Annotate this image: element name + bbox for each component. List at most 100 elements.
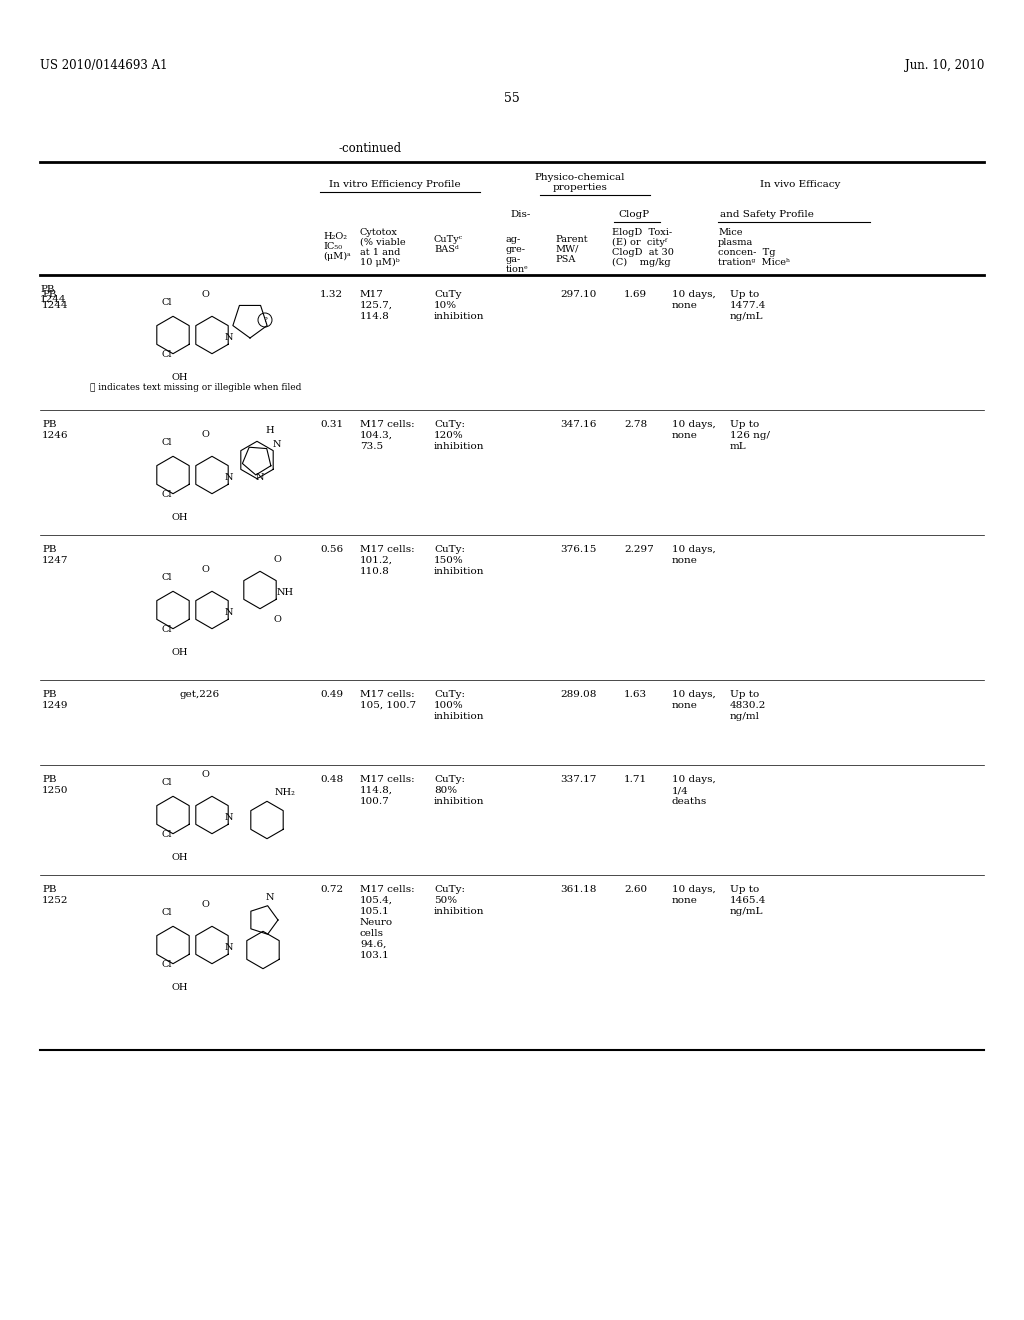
Text: N: N: [272, 440, 282, 449]
Text: PB: PB: [42, 884, 56, 894]
Text: and Safety Profile: and Safety Profile: [720, 210, 814, 219]
Text: M17 cells:: M17 cells:: [360, 420, 415, 429]
Text: OH: OH: [172, 374, 188, 381]
Text: PB: PB: [40, 285, 54, 294]
Text: 73.5: 73.5: [360, 442, 383, 451]
Text: (C)    mg/kg: (C) mg/kg: [612, 257, 671, 267]
Text: N: N: [224, 333, 233, 342]
Text: 104.3,: 104.3,: [360, 432, 393, 440]
Text: IC₅₀: IC₅₀: [323, 242, 342, 251]
Text: 100.7: 100.7: [360, 797, 390, 807]
Text: 100%: 100%: [434, 701, 464, 710]
Text: 1.32: 1.32: [319, 290, 343, 300]
Text: OH: OH: [172, 853, 188, 862]
Text: 105.4,: 105.4,: [360, 896, 393, 906]
Text: BASᵈ: BASᵈ: [434, 246, 459, 253]
Text: 125.7,: 125.7,: [360, 301, 393, 310]
Text: OH: OH: [172, 648, 188, 657]
Text: ?: ?: [263, 315, 267, 323]
Text: ng/mL: ng/mL: [730, 907, 764, 916]
Text: O: O: [273, 554, 281, 564]
Text: 105.1: 105.1: [360, 907, 390, 916]
Text: ⓠ indicates text missing or illegible when filed: ⓠ indicates text missing or illegible wh…: [90, 383, 301, 392]
Text: (μM)ᵃ: (μM)ᵃ: [323, 252, 351, 261]
Text: 0.31: 0.31: [319, 420, 343, 429]
Text: 0.48: 0.48: [319, 775, 343, 784]
Text: 2.78: 2.78: [624, 420, 647, 429]
Text: OH: OH: [172, 983, 188, 993]
Text: 0.72: 0.72: [319, 884, 343, 894]
Text: 1246: 1246: [42, 432, 69, 440]
Text: (% viable: (% viable: [360, 238, 406, 247]
Text: M17 cells:: M17 cells:: [360, 545, 415, 554]
Text: 0.49: 0.49: [319, 690, 343, 700]
Text: CuTy:: CuTy:: [434, 545, 465, 554]
Text: 80%: 80%: [434, 785, 457, 795]
Text: M17 cells:: M17 cells:: [360, 884, 415, 894]
Text: CuTy:: CuTy:: [434, 690, 465, 700]
Text: O: O: [201, 290, 209, 300]
Text: N: N: [224, 473, 233, 482]
Text: 114.8,: 114.8,: [360, 785, 393, 795]
Text: Neuro: Neuro: [360, 917, 393, 927]
Text: 1.71: 1.71: [624, 775, 647, 784]
Text: none: none: [672, 556, 698, 565]
Text: none: none: [672, 301, 698, 310]
Text: 1244: 1244: [40, 294, 67, 304]
Text: ClogD  at 30: ClogD at 30: [612, 248, 674, 257]
Text: ElogD  Toxi-: ElogD Toxi-: [612, 228, 672, 238]
Text: MW/: MW/: [555, 246, 579, 253]
Text: 1252: 1252: [42, 896, 69, 906]
Text: PSA: PSA: [555, 255, 575, 264]
Text: CuTy:: CuTy:: [434, 884, 465, 894]
Text: get,226: get,226: [180, 690, 220, 700]
Text: none: none: [672, 701, 698, 710]
Text: 10%: 10%: [434, 301, 457, 310]
Text: 10 μM)ᵇ: 10 μM)ᵇ: [360, 257, 399, 267]
Text: 10 days,: 10 days,: [672, 884, 716, 894]
Text: 150%: 150%: [434, 556, 464, 565]
Text: PB: PB: [42, 775, 56, 784]
Text: inhibition: inhibition: [434, 312, 484, 321]
Text: M17 cells:: M17 cells:: [360, 775, 415, 784]
Text: 347.16: 347.16: [560, 420, 596, 429]
Text: O: O: [201, 900, 209, 909]
Text: Cl: Cl: [162, 490, 172, 499]
Text: Dis-: Dis-: [510, 210, 530, 219]
Text: 55: 55: [504, 91, 520, 104]
Text: tionᵉ: tionᵉ: [506, 265, 528, 275]
Text: 10 days,: 10 days,: [672, 290, 716, 300]
Text: Cl: Cl: [162, 960, 172, 969]
Text: Cl: Cl: [162, 350, 172, 359]
Text: M17: M17: [360, 290, 384, 300]
Text: Cl: Cl: [162, 830, 172, 840]
Text: Cl: Cl: [162, 298, 172, 308]
Text: Up to: Up to: [730, 420, 759, 429]
Text: N: N: [224, 609, 233, 616]
Text: In vivo Efficacy: In vivo Efficacy: [760, 180, 840, 189]
Text: CuTy:: CuTy:: [434, 775, 465, 784]
Text: Jun. 10, 2010: Jun. 10, 2010: [904, 58, 984, 71]
Text: inhibition: inhibition: [434, 442, 484, 451]
Text: gre-: gre-: [506, 246, 526, 253]
Text: 105, 100.7: 105, 100.7: [360, 701, 416, 710]
Text: at 1 and: at 1 and: [360, 248, 400, 257]
Text: 1/4: 1/4: [672, 785, 689, 795]
Text: none: none: [672, 432, 698, 440]
Text: Cl: Cl: [162, 908, 172, 917]
Text: CuTyᶜ: CuTyᶜ: [434, 235, 463, 244]
Text: 361.18: 361.18: [560, 884, 596, 894]
Text: ga-: ga-: [506, 255, 521, 264]
Text: PB: PB: [42, 420, 56, 429]
Text: 2.60: 2.60: [624, 884, 647, 894]
Text: O: O: [273, 615, 281, 624]
Text: 94.6,: 94.6,: [360, 940, 386, 949]
Text: N: N: [224, 942, 233, 952]
Text: 103.1: 103.1: [360, 950, 390, 960]
Text: O: O: [201, 565, 209, 574]
Text: N: N: [266, 894, 274, 902]
Text: 114.8: 114.8: [360, 312, 390, 321]
Text: 1249: 1249: [42, 701, 69, 710]
Text: 297.10: 297.10: [560, 290, 596, 300]
Text: 289.08: 289.08: [560, 690, 596, 700]
